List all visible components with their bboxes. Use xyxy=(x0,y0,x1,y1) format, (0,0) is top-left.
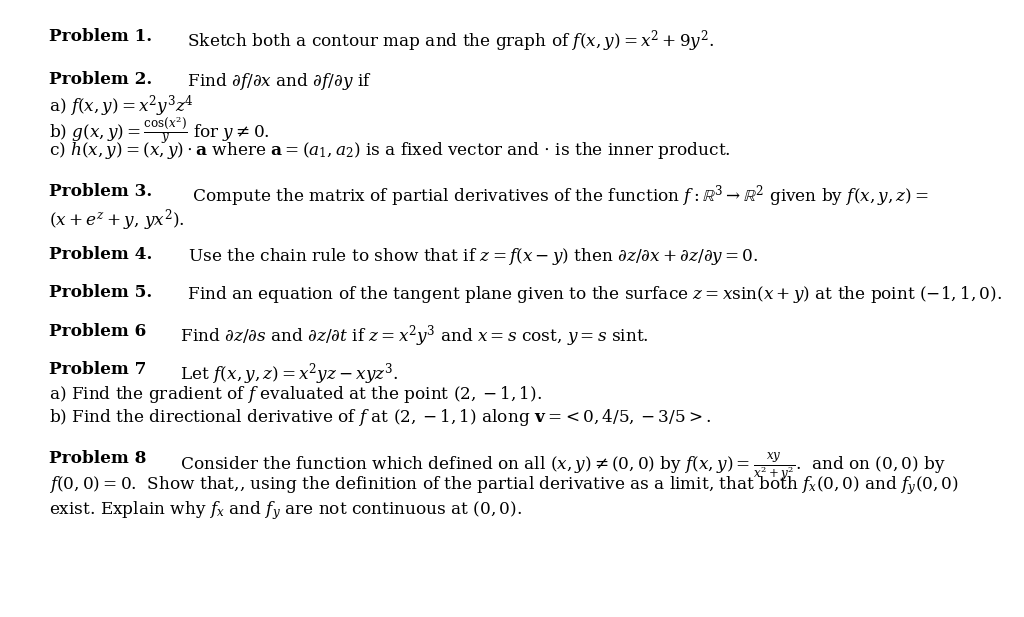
Text: Use the chain rule to show that if $z = f(x - y)$ then $\partial z/\partial x + : Use the chain rule to show that if $z = … xyxy=(182,246,758,267)
Text: Problem 7: Problem 7 xyxy=(49,361,146,378)
Text: Let $f(x, y, z) = x^2yz - xyz^3$.: Let $f(x, y, z) = x^2yz - xyz^3$. xyxy=(175,361,398,387)
Text: Consider the function which defined on all $(x, y) \neq (0, 0)$ by $f(x, y) = \f: Consider the function which defined on a… xyxy=(175,450,945,484)
Text: Problem 5.: Problem 5. xyxy=(49,284,153,302)
Text: $(x + e^z + y,\, yx^2)$.: $(x + e^z + y,\, yx^2)$. xyxy=(49,207,184,233)
Text: c) $h(x, y) = (x, y) \cdot \mathbf{a}$ where $\mathbf{a} = (a_1, a_2)$ is a fixe: c) $h(x, y) = (x, y) \cdot \mathbf{a}$ w… xyxy=(49,140,731,161)
Text: Compute the matrix of partial derivatives of the function $f : \mathbb{R}^3 \rig: Compute the matrix of partial derivative… xyxy=(182,183,930,209)
Text: Problem 3.: Problem 3. xyxy=(49,183,153,201)
Text: a) Find the gradient of $f$ evaluated at the point $(2, -1, 1)$.: a) Find the gradient of $f$ evaluated at… xyxy=(49,384,542,405)
Text: $f(0, 0) = 0$.  Show that,, using the definition of the partial derivative as a : $f(0, 0) = 0$. Show that,, using the def… xyxy=(49,474,959,497)
Text: Problem 1.: Problem 1. xyxy=(49,28,153,45)
Text: b) $g(x, y) = \frac{\cos(x^2)}{y}$ for $y \neq 0$.: b) $g(x, y) = \frac{\cos(x^2)}{y}$ for $… xyxy=(49,116,269,147)
Text: Problem 6: Problem 6 xyxy=(49,323,146,340)
Text: Problem 8: Problem 8 xyxy=(49,450,146,468)
Text: exist. Explain why $f_x$ and $f_y$ are not continuous at $(0, 0)$.: exist. Explain why $f_x$ and $f_y$ are n… xyxy=(49,499,522,522)
Text: Problem 4.: Problem 4. xyxy=(49,246,153,263)
Text: Find $\partial z/\partial s$ and $\partial z/\partial t$ if $z = x^2y^3$ and $x : Find $\partial z/\partial s$ and $\parti… xyxy=(175,323,648,349)
Text: Sketch both a contour map and the graph of $f(x, y) = x^2 + 9y^2$.: Sketch both a contour map and the graph … xyxy=(182,28,714,54)
Text: Problem 2.: Problem 2. xyxy=(49,71,153,88)
Text: Find $\partial f/\partial x$ and $\partial f/\partial y$ if: Find $\partial f/\partial x$ and $\parti… xyxy=(182,71,372,92)
Text: b) Find the directional derivative of $f$ at $(2, -1, 1)$ along $\mathbf{v} =\!<: b) Find the directional derivative of $f… xyxy=(49,407,712,428)
Text: Find an equation of the tangent plane given to the surface $z = x\sin(x + y)$ at: Find an equation of the tangent plane gi… xyxy=(182,284,1002,305)
Text: a) $f(x, y) = x^2y^3z^4$: a) $f(x, y) = x^2y^3z^4$ xyxy=(49,94,194,119)
